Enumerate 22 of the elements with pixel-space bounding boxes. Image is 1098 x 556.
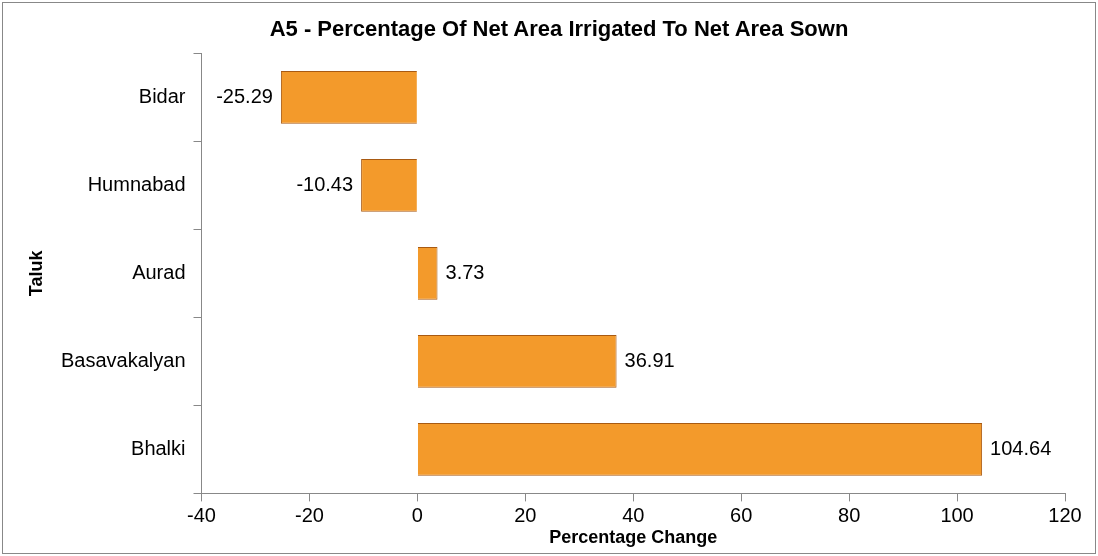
x-tick-label: 60 xyxy=(730,503,753,526)
data-label: -10.43 xyxy=(296,172,354,195)
data-label: 36.91 xyxy=(624,348,675,371)
x-tick-label: -20 xyxy=(295,503,324,526)
data-label: 104.64 xyxy=(990,436,1052,459)
y-tick-label: Humnabad xyxy=(87,172,186,195)
y-tick-label: Basavakalyan xyxy=(60,348,186,371)
y-axis-title: Taluk xyxy=(25,249,46,297)
x-tick-label: 120 xyxy=(1048,503,1082,526)
y-tick-label: Bidar xyxy=(138,84,186,107)
x-tick-label: 0 xyxy=(411,503,423,526)
x-tick-label: 40 xyxy=(622,503,645,526)
y-tick-label: Bhalki xyxy=(131,436,186,459)
x-tick-label: 20 xyxy=(514,503,537,526)
x-tick-label: 100 xyxy=(940,503,974,526)
chart-title: A5 - Percentage Of Net Area Irrigated To Net Area Sown xyxy=(269,16,849,42)
x-tick-label: 80 xyxy=(838,503,861,526)
data-label: -25.29 xyxy=(216,84,273,107)
x-axis-title: Percentage Change xyxy=(549,527,718,548)
data-label: 3.73 xyxy=(445,260,485,283)
x-tick-label: -40 xyxy=(187,503,216,526)
y-tick-label: Aurad xyxy=(132,260,186,283)
